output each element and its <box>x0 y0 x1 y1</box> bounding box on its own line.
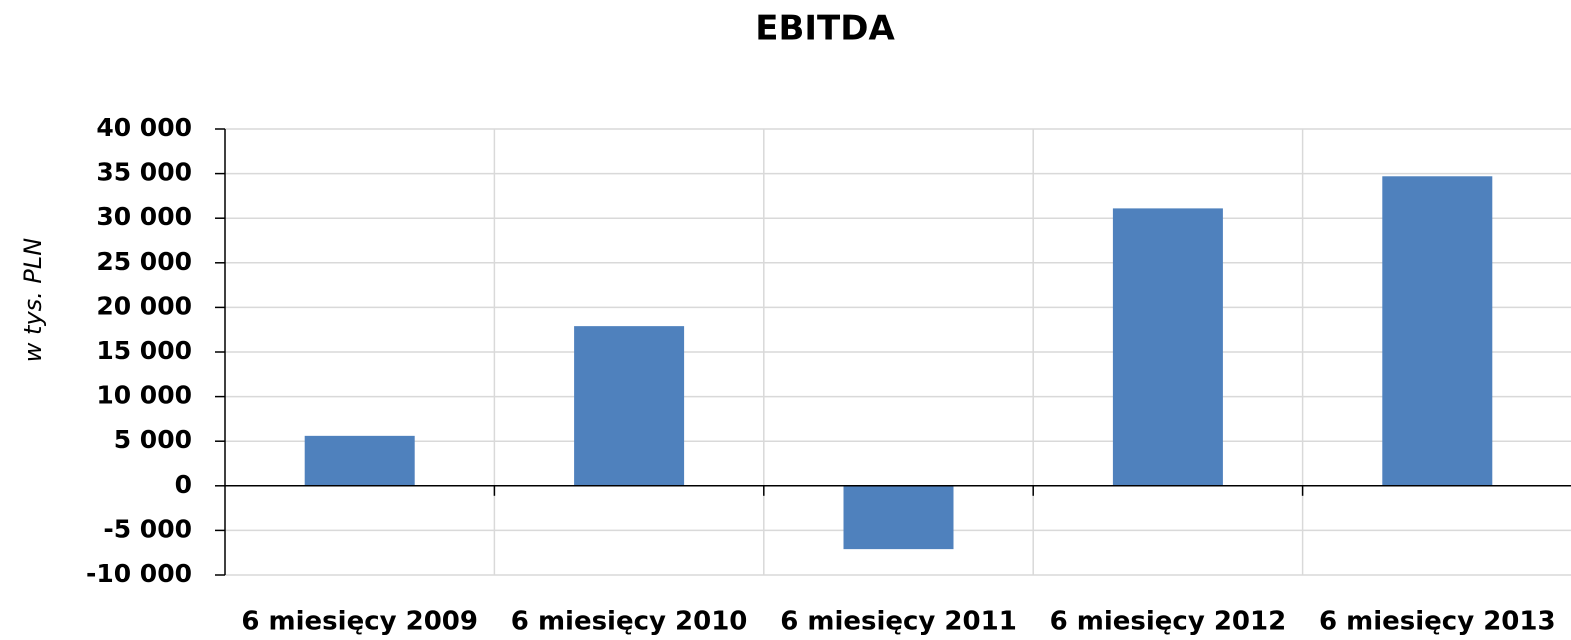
y-tick-label: 20 000 <box>96 291 192 320</box>
y-tick-label: -5 000 <box>103 514 192 543</box>
bar <box>1382 176 1493 486</box>
y-tick-label: 0 <box>175 470 192 499</box>
x-tick-label: 6 miesięcy 2010 <box>511 607 748 637</box>
bar <box>574 326 685 486</box>
bar <box>304 435 415 486</box>
x-tick-label: 6 miesięcy 2009 <box>241 607 478 637</box>
chart-title: EBITDA <box>755 9 895 49</box>
x-tick-label: 6 miesięcy 2011 <box>780 607 1017 637</box>
y-axis-label: w tys. PLN <box>19 238 47 362</box>
x-tick-label: 6 miesięcy 2013 <box>1319 607 1556 637</box>
y-tick-label: 40 000 <box>96 113 192 142</box>
y-tick-label: 15 000 <box>96 336 192 365</box>
y-tick-label: 35 000 <box>96 158 192 187</box>
y-tick-label: 30 000 <box>96 202 192 231</box>
x-tick-label: 6 miesięcy 2012 <box>1050 607 1287 637</box>
y-tick-label: -10 000 <box>86 559 192 588</box>
bar <box>1112 208 1223 486</box>
y-tick-label: 5 000 <box>114 425 192 454</box>
y-tick-label: 10 000 <box>96 381 192 410</box>
y-tick-label: 25 000 <box>96 247 192 276</box>
bar <box>843 485 954 550</box>
